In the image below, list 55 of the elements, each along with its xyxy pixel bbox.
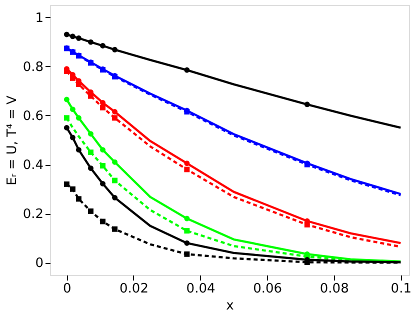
point — [184, 166, 190, 172]
point — [100, 163, 106, 169]
point — [76, 35, 82, 41]
point — [112, 115, 118, 121]
point — [88, 39, 94, 45]
point — [76, 196, 82, 202]
point — [112, 46, 118, 52]
point — [304, 102, 310, 108]
y-tick-label: 1 — [35, 10, 44, 26]
point — [88, 165, 94, 171]
point — [112, 109, 118, 115]
x-tick-label: 0 — [63, 282, 72, 296]
point — [88, 131, 94, 137]
y-tick-label: 0.4 — [22, 158, 44, 174]
point — [184, 160, 190, 166]
point — [112, 178, 118, 184]
point — [64, 124, 70, 130]
x-tick-label: 0.02 — [120, 282, 148, 296]
point — [112, 226, 118, 232]
x-tick-label: 0.06 — [253, 282, 282, 296]
point — [88, 150, 94, 156]
point — [70, 106, 76, 112]
y-tick-label: 0.8 — [22, 60, 44, 75]
point — [184, 251, 190, 257]
y-tick-label: 0.6 — [22, 108, 44, 124]
point — [184, 228, 190, 234]
point — [184, 67, 190, 73]
point — [88, 208, 94, 214]
point — [100, 104, 106, 110]
point — [184, 216, 190, 222]
y-axis-title: Eᵣ = U, T⁴ = V — [4, 96, 20, 186]
point — [112, 159, 118, 165]
y-tick-label: 0 — [35, 256, 44, 272]
point — [70, 34, 76, 40]
point — [64, 32, 70, 38]
point — [100, 180, 106, 186]
line-series — [66, 33, 402, 129]
point — [64, 181, 70, 187]
y-tick-label: 0.2 — [22, 207, 44, 222]
point — [100, 218, 106, 224]
point — [184, 240, 190, 246]
point — [64, 115, 70, 121]
point — [76, 147, 82, 153]
point — [70, 186, 76, 192]
point — [100, 43, 106, 48]
point — [112, 194, 118, 200]
point — [76, 115, 82, 121]
point — [70, 134, 76, 140]
point — [64, 96, 70, 102]
x-tick-label: 0.04 — [186, 282, 216, 296]
x-axis-title: x — [226, 298, 234, 314]
x-tick-label: 0.1 — [390, 282, 412, 296]
point — [100, 100, 106, 106]
point — [100, 147, 106, 153]
x-tick-label: 0.08 — [320, 282, 349, 296]
